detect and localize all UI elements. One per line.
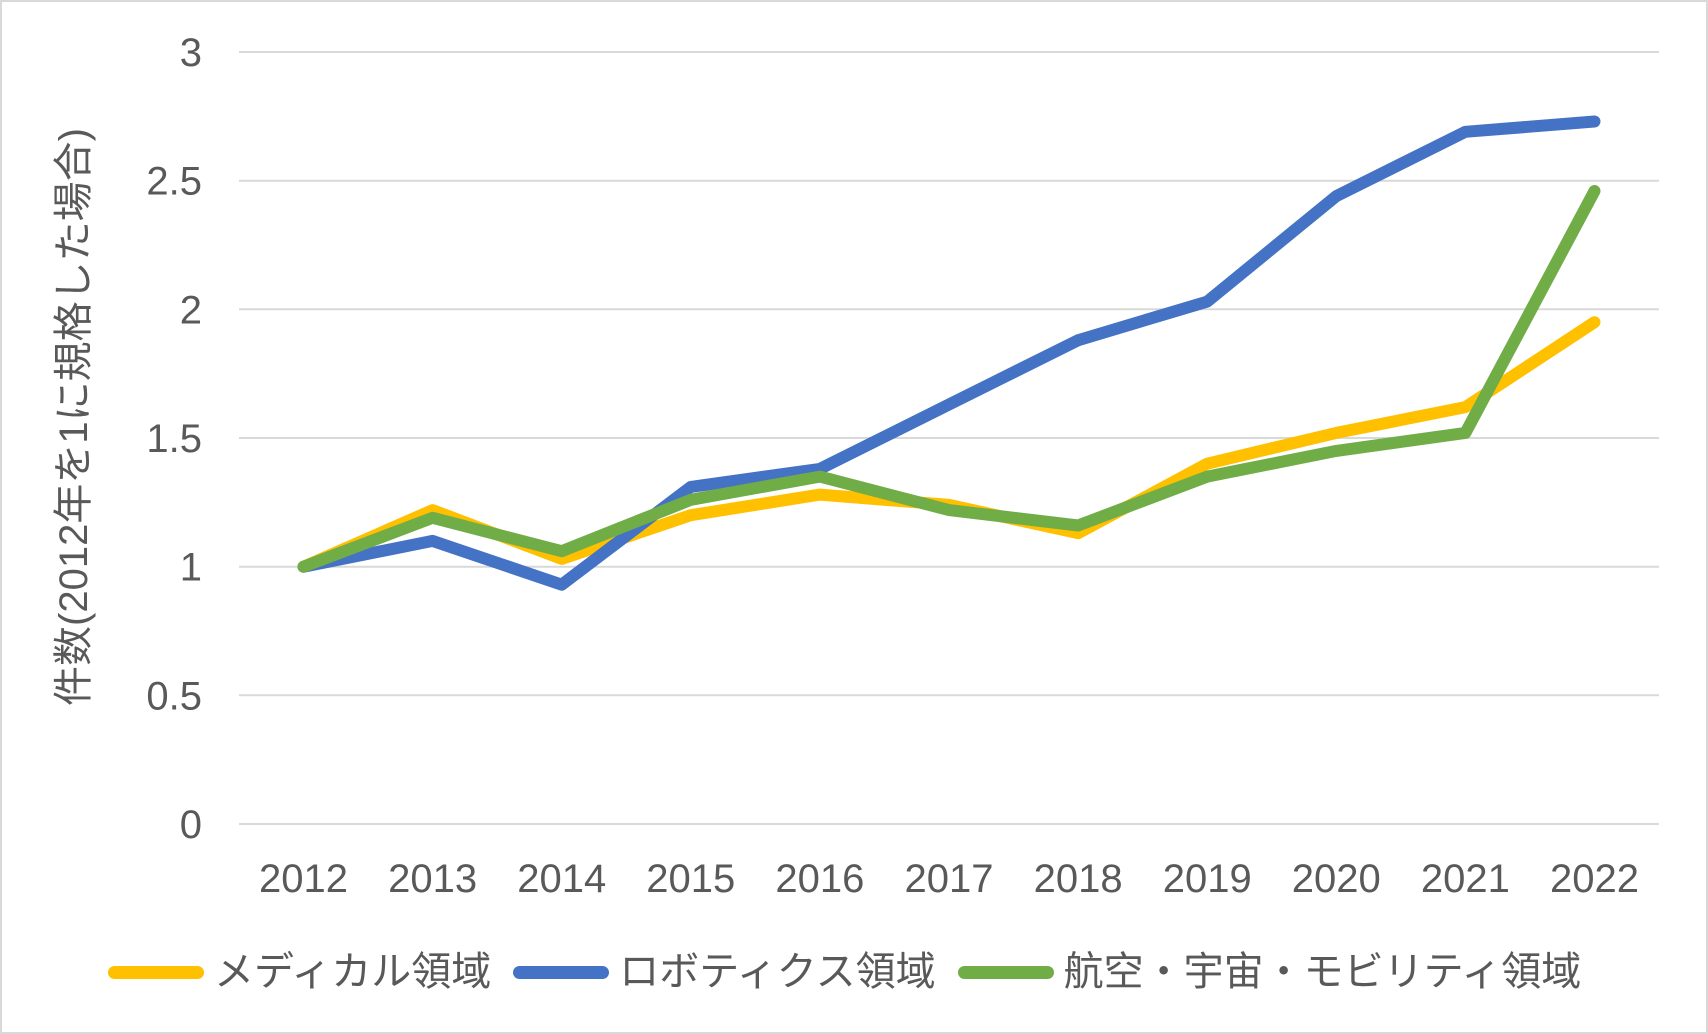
legend-item-3: 航空・宇宙・モビリティ領域 — [957, 950, 1582, 994]
x-tick-label: 2021 — [1421, 857, 1510, 901]
legend-swatch-2 — [513, 965, 610, 979]
y-tick-label: 0.5 — [146, 674, 202, 718]
x-tick-label: 2014 — [517, 857, 606, 901]
series-line-2 — [297, 115, 1601, 591]
x-tick-label: 2015 — [646, 857, 735, 901]
legend-item-2: ロボティクス領域 — [513, 950, 936, 994]
series-lines — [297, 115, 1601, 591]
y-tick-label: 2.5 — [146, 160, 202, 204]
legend-label-3: 航空・宇宙・モビリティ領域 — [1063, 950, 1582, 994]
x-tick-label: 2018 — [1034, 857, 1123, 901]
y-tick-label: 1.5 — [146, 417, 202, 461]
legend-label-2: ロボティクス領域 — [619, 950, 936, 994]
x-tick-label: 2017 — [905, 857, 994, 901]
legend-item-1: メディカル領域 — [108, 952, 491, 992]
x-tick-labels: 2012 2013 2014 2015 2016 2017 2018 2019 2020 2021… — [259, 857, 1639, 901]
x-tick-label: 2013 — [388, 857, 477, 901]
series-line-3 — [297, 185, 1601, 573]
y-tick-label: 0 — [180, 803, 202, 847]
x-tick-label: 2022 — [1550, 857, 1639, 901]
y-tick-label: 3 — [180, 31, 202, 75]
gridlines — [239, 51, 1659, 825]
legend: メディカル領域 ロボティクス領域 航空・宇宙・モビリティ領域 — [108, 944, 1581, 1000]
y-tick-labels: 3 2.5 2 1.5 1 0.5 0 — [146, 31, 202, 847]
x-tick-label: 2016 — [775, 857, 864, 901]
x-tick-label: 2019 — [1163, 857, 1252, 901]
legend-swatch-1 — [108, 965, 204, 979]
y-tick-label: 1 — [180, 546, 202, 590]
x-tick-label: 2020 — [1292, 857, 1381, 901]
y-tick-label: 2 — [180, 288, 202, 332]
legend-swatch-3 — [957, 965, 1054, 979]
legend-label-1: メディカル領域 — [214, 950, 492, 994]
y-axis-title: 件数(2012年を1に規格した場合) — [52, 128, 96, 706]
x-tick-label: 2012 — [259, 857, 348, 901]
